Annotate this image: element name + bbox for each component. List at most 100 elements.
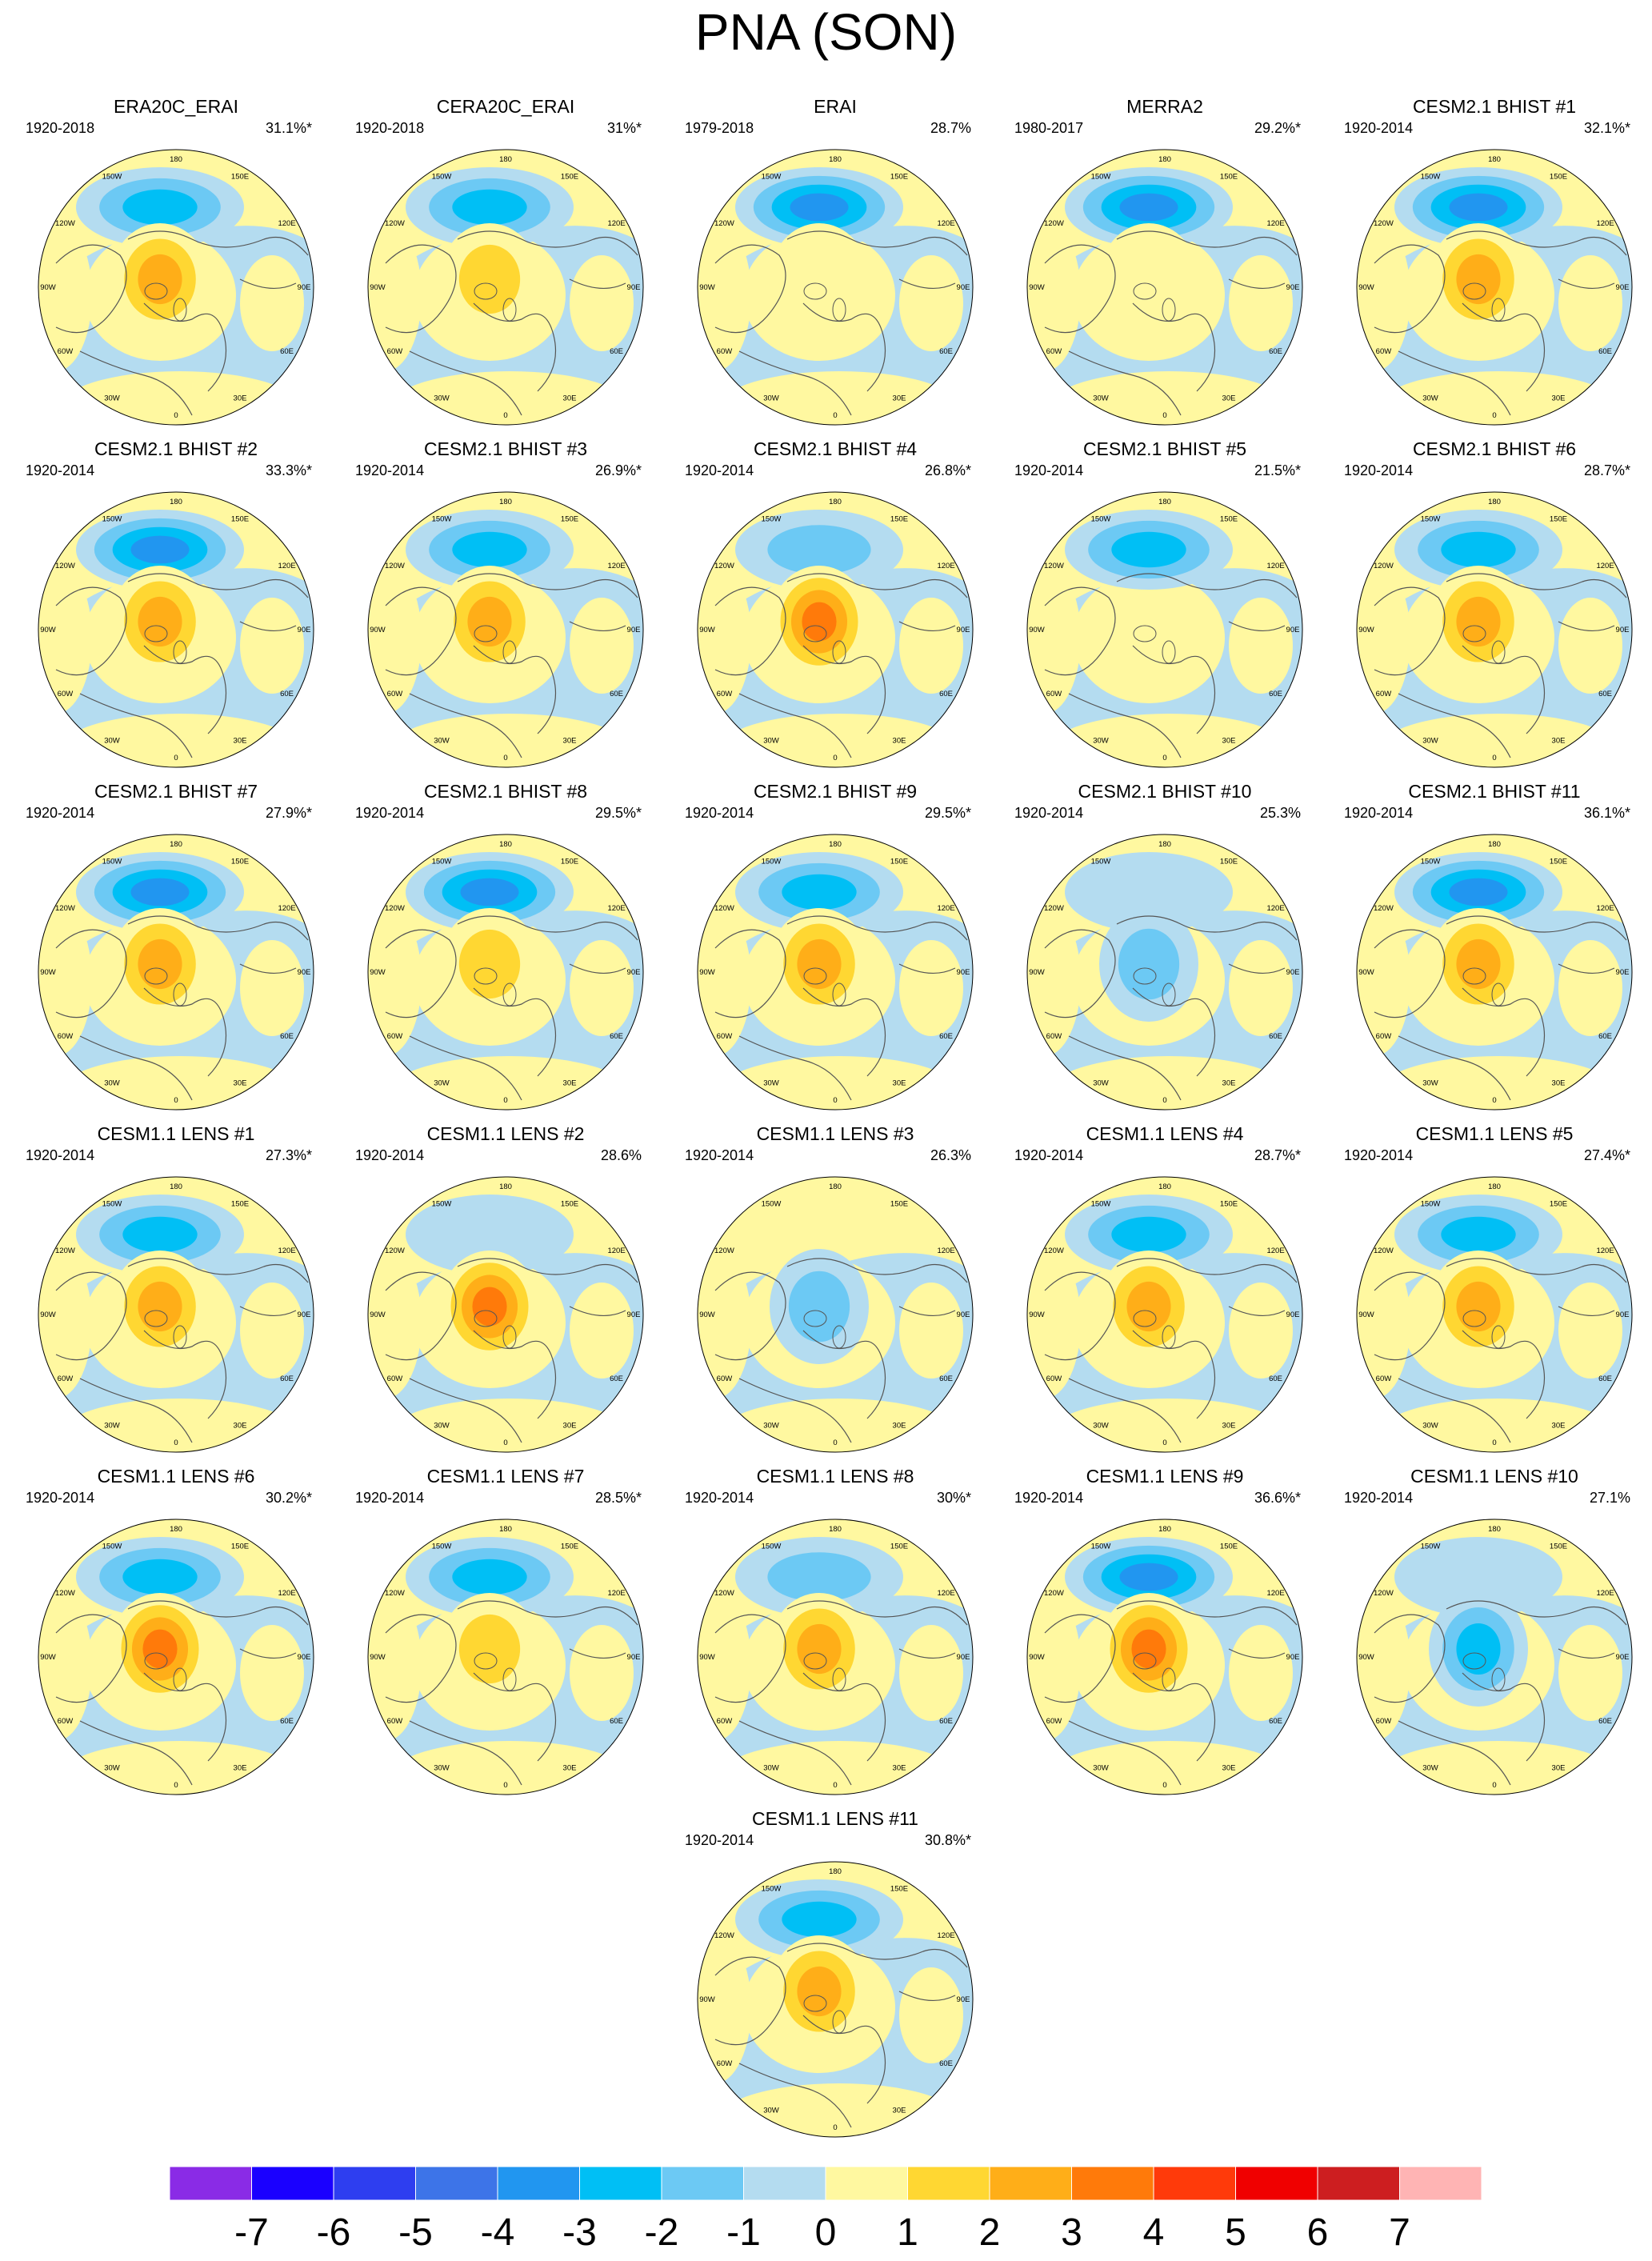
longitude-label: 60W: [1376, 1032, 1392, 1041]
coastline: [127, 230, 309, 256]
polar-map: 180 150E 120E 90E 60E 30E 0 30W 60W 90W 120W 150W: [1026, 149, 1303, 426]
pacific-low-contour: [122, 1216, 198, 1253]
panel-years: 1920-2014: [685, 805, 754, 821]
coastline: [473, 645, 557, 734]
longitude-label: 120E: [607, 1247, 625, 1255]
longitude-label: 180: [1488, 1525, 1501, 1534]
coastline: [502, 298, 517, 322]
polar-map: 180 150E 120E 90E 60E 30E 0 30W 60W 90W 120W 150W: [1026, 834, 1303, 1110]
coastline: [802, 1330, 886, 1419]
map-boundary: [697, 149, 974, 426]
longitude-label: 30W: [1093, 1422, 1109, 1431]
coastline: [1116, 230, 1298, 256]
panel-title: CESM1.1 LENS #7: [426, 1466, 585, 1487]
coastline: [1133, 967, 1157, 985]
map-boundary: [367, 1176, 644, 1453]
colorbar-swatch: [579, 2166, 662, 2201]
coastline: [473, 987, 557, 1077]
longitude-label: 0: [174, 411, 178, 420]
colorbar-tick-label: -5: [398, 2211, 433, 2254]
panel-variance: 33.3%*: [265, 462, 312, 478]
longitude-label: 150W: [1091, 1199, 1111, 1208]
pacific-low-contour: [452, 1559, 527, 1595]
positive-anomaly-zone: [390, 1741, 630, 1795]
positive-anomaly-zone: [698, 562, 751, 714]
colorbar-tick-label: 5: [1225, 2211, 1246, 2254]
longitude-label: 60E: [939, 690, 953, 698]
positive-anomaly-zone: [38, 1589, 92, 1741]
coastline: [457, 1600, 638, 1626]
positive-anomaly-zone: [60, 1741, 300, 1795]
coastline: [803, 1310, 827, 1327]
longitude-label: 30W: [434, 1422, 450, 1431]
panel-title: CESM1.1 LENS #6: [97, 1466, 255, 1487]
longitude-label: 180: [170, 155, 182, 164]
longitude-label: 30E: [1552, 394, 1566, 403]
positive-anomaly-zone: [570, 1283, 634, 1379]
canada-high-contour: [1456, 938, 1501, 990]
coastline: [1374, 244, 1446, 334]
panel-variance: 29.5%*: [924, 805, 971, 821]
polar-map: 180 150E 120E 90E 60E 30E 0 30W 60W 90W 120W 150W: [38, 1519, 314, 1795]
longitude-label: 90E: [1616, 626, 1630, 634]
pacific-low-contour: [1119, 193, 1178, 222]
positive-anomaly-zone: [1357, 1247, 1410, 1399]
map-boundary: [1356, 1176, 1633, 1453]
panel-years: 1920-2014: [1014, 805, 1084, 821]
coastline: [1558, 963, 1615, 974]
longitude-label: 30E: [563, 394, 577, 403]
panel-variance: 25.3%: [1259, 805, 1301, 821]
longitude-label: 120W: [385, 1247, 405, 1255]
canada-low-contour: [1118, 928, 1180, 1000]
pacific-low-contour: [767, 1552, 871, 1602]
polar-map: 180 150E 120E 90E 60E 30E 0 30W 60W 90W 120W 150W: [367, 1176, 644, 1453]
longitude-label: 150E: [1550, 172, 1567, 181]
longitude-label: 90W: [40, 626, 56, 634]
positive-anomaly-zone: [698, 1589, 751, 1741]
panel-variance: 27.9%*: [265, 805, 312, 821]
positive-anomaly-zone: [38, 219, 92, 371]
longitude-label: 90W: [1029, 968, 1045, 977]
longitude-label: 0: [1492, 411, 1496, 420]
longitude-label: 60W: [717, 2059, 733, 2068]
colorbar-swatch: [1071, 2166, 1154, 2201]
canada-high-contour: [138, 1281, 182, 1332]
positive-anomaly-zone: [698, 219, 751, 371]
longitude-label: 150E: [561, 1199, 578, 1208]
coastline: [474, 625, 498, 642]
longitude-label: 150W: [102, 172, 122, 181]
panel-variance: 27.1%: [1589, 1490, 1630, 1506]
positive-anomaly-zone: [390, 371, 630, 425]
pacific-low-contour: [1111, 1216, 1186, 1253]
colorbar-tick-label: -4: [481, 2211, 515, 2254]
coastline: [1133, 1652, 1157, 1670]
coastline: [1491, 982, 1506, 1006]
polar-map: 180 150E 120E 90E 60E 30E 0 30W 60W 90W 120W 150W: [697, 834, 974, 1110]
longitude-label: 180: [829, 840, 842, 849]
longitude-label: 0: [833, 2123, 837, 2132]
longitude-label: 120E: [607, 562, 625, 570]
panel-years: 1979-2018: [685, 120, 754, 136]
polar-map: 180 150E 120E 90E 60E 30E 0 30W 60W 90W 120W 150W: [38, 149, 314, 426]
canada-high-contour: [138, 596, 182, 647]
longitude-label: 150E: [1550, 1199, 1567, 1208]
longitude-label: 120W: [1044, 1589, 1064, 1598]
colorbar-swatch: [251, 2166, 334, 2201]
pacific-low-contour: [1441, 1216, 1516, 1253]
polar-map: 180 150E 120E 90E 60E 30E 0 30W 60W 90W 120W 150W: [38, 1176, 314, 1453]
coastline: [55, 244, 127, 334]
coastline: [1228, 1306, 1286, 1317]
longitude-label: 30W: [1093, 737, 1109, 746]
positive-anomaly-zone: [368, 219, 422, 371]
longitude-label: 90W: [1029, 626, 1045, 634]
longitude-label: 150W: [432, 857, 452, 866]
longitude-label: 150E: [1550, 514, 1567, 523]
longitude-label: 120W: [1374, 219, 1394, 228]
longitude-label: 0: [1162, 1096, 1166, 1105]
longitude-label: 60W: [387, 1375, 403, 1383]
colorbar-swatch: [661, 2166, 744, 2201]
longitude-label: 90E: [298, 1311, 311, 1319]
longitude-label: 0: [174, 1781, 178, 1790]
coastline: [1116, 573, 1298, 598]
longitude-label: 0: [503, 1096, 507, 1105]
